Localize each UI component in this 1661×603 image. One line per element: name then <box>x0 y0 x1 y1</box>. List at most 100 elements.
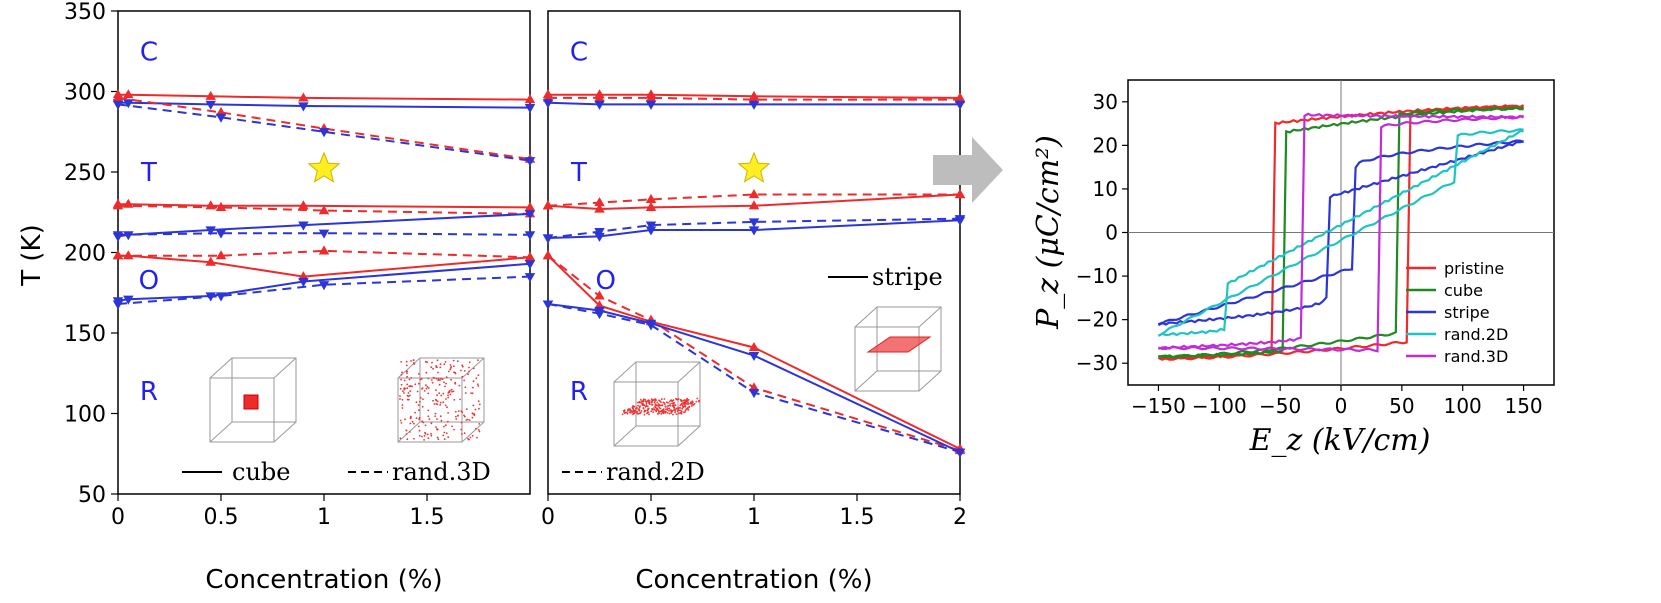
dot <box>403 392 405 394</box>
dot <box>463 432 466 435</box>
middle-legend: stripe rand.2D <box>562 263 943 486</box>
legend-stripe-label: stripe <box>872 263 943 291</box>
dot <box>467 373 469 376</box>
dot <box>671 402 673 405</box>
data-point <box>748 218 760 228</box>
dot <box>447 412 449 414</box>
dot <box>418 382 420 385</box>
dot <box>399 419 402 422</box>
dot <box>408 378 411 381</box>
dot <box>450 378 452 381</box>
dot <box>632 405 635 408</box>
legend-label: cube <box>1444 281 1483 300</box>
series-line <box>118 254 531 278</box>
dot <box>463 370 466 372</box>
y-tick-label: 300 <box>64 81 106 106</box>
dot <box>444 385 446 388</box>
dot <box>439 404 442 406</box>
dot <box>478 423 481 425</box>
dot <box>424 424 427 427</box>
dot <box>472 380 475 383</box>
dot <box>406 375 408 378</box>
dot <box>442 434 445 437</box>
dot <box>652 411 655 413</box>
data-point <box>123 99 134 109</box>
dot <box>464 392 467 394</box>
x-tick-label: 50 <box>1389 394 1414 418</box>
dot <box>665 401 668 404</box>
dot <box>637 408 640 410</box>
dot <box>430 366 433 369</box>
dot <box>668 412 671 415</box>
inset-cube-rand3d <box>397 357 485 443</box>
data-point <box>112 250 124 260</box>
dot <box>417 404 420 407</box>
middle-plot-frame <box>547 10 961 495</box>
dot <box>454 410 457 413</box>
dot <box>645 403 648 405</box>
dot <box>665 408 667 411</box>
dot <box>669 404 672 407</box>
dot <box>682 406 685 408</box>
data-point <box>748 226 760 236</box>
dot <box>445 398 447 400</box>
series-line <box>117 204 531 215</box>
dot <box>401 404 404 406</box>
dot <box>471 412 474 415</box>
data-point <box>524 210 536 220</box>
left-legend: cube rand.3D <box>182 458 491 486</box>
data-point <box>542 234 554 244</box>
dot <box>477 400 480 403</box>
dot <box>461 364 463 367</box>
dot <box>477 359 479 361</box>
dot <box>453 428 455 431</box>
data-point <box>748 341 760 352</box>
data-point <box>524 157 536 167</box>
hysteresis-branch-up <box>1157 128 1524 337</box>
dot <box>402 390 404 392</box>
dot <box>650 410 653 413</box>
dot <box>470 392 472 394</box>
dot <box>436 428 439 431</box>
dot <box>430 379 433 381</box>
dot <box>419 397 422 399</box>
data-point <box>524 104 536 114</box>
dot <box>409 415 412 418</box>
dot <box>445 432 448 434</box>
dot <box>650 398 653 401</box>
dot <box>636 410 638 413</box>
dot <box>454 372 457 375</box>
dot <box>404 418 406 421</box>
data-point <box>645 193 657 203</box>
dot <box>443 381 445 384</box>
dot <box>443 431 446 434</box>
dot <box>438 383 441 386</box>
dot <box>453 365 455 367</box>
legend-label: stripe <box>1444 303 1490 322</box>
dot <box>426 361 428 364</box>
dot <box>656 401 659 404</box>
dot <box>435 366 438 368</box>
dot <box>469 436 472 439</box>
dot <box>416 390 419 393</box>
middle-xlabel: Concentration (%) <box>635 565 872 595</box>
legend-cube-label: cube <box>232 458 290 486</box>
dot <box>430 432 432 435</box>
dot <box>653 401 656 404</box>
dot <box>685 408 687 411</box>
dot <box>418 418 420 421</box>
star-icon <box>737 151 771 183</box>
dot <box>673 406 675 409</box>
data-point <box>542 200 554 210</box>
dot <box>638 408 641 410</box>
dot <box>629 409 632 412</box>
dot <box>440 377 442 380</box>
dot <box>675 408 677 410</box>
dot <box>409 385 412 387</box>
x-tick-label: 150 <box>1504 394 1542 418</box>
dot <box>443 425 445 428</box>
dot <box>417 425 420 428</box>
x-tick-label: 1 <box>317 505 331 530</box>
dot <box>478 403 481 406</box>
dot <box>430 434 433 437</box>
